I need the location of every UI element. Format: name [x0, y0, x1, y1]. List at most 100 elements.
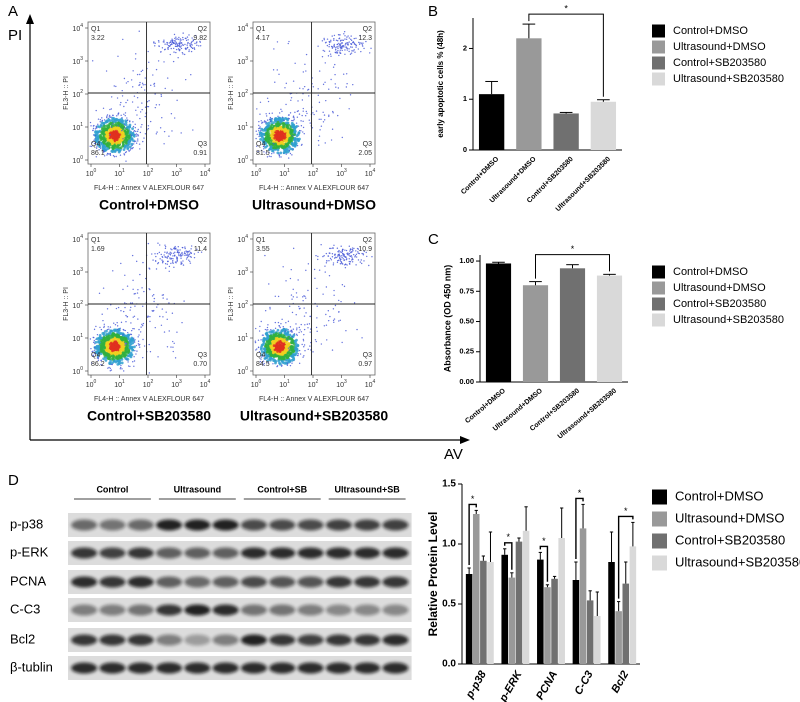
- event-dot: [102, 320, 103, 321]
- event-dot: [266, 115, 267, 116]
- event-dot: [335, 47, 336, 48]
- event-dot: [121, 130, 122, 131]
- bar: [466, 574, 473, 664]
- event-dot: [149, 321, 150, 322]
- event-dot: [325, 62, 326, 63]
- quadrant-value: 3.22: [91, 35, 105, 42]
- event-dot: [291, 298, 292, 299]
- event-dot: [276, 350, 279, 353]
- event-dot: [285, 122, 288, 125]
- event-dot: [127, 100, 128, 101]
- event-dot: [139, 148, 140, 149]
- event-dot: [136, 261, 137, 262]
- event-dot: [285, 322, 286, 323]
- event-dot: [178, 253, 179, 254]
- legend-label: Control+SB203580: [673, 298, 766, 310]
- tick-label: 103: [336, 379, 347, 389]
- event-dot: [148, 267, 149, 268]
- event-dot: [134, 306, 135, 307]
- bar: [608, 562, 615, 664]
- event-dot: [134, 134, 135, 135]
- event-dot: [290, 100, 291, 101]
- event-dot: [297, 145, 298, 146]
- event-dot: [291, 97, 292, 98]
- event-dot: [121, 124, 124, 127]
- event-dot: [335, 87, 336, 88]
- event-dot: [180, 261, 181, 262]
- event-dot: [191, 42, 192, 43]
- event-dot: [172, 341, 173, 342]
- tick-base: 10: [72, 237, 80, 244]
- event-dot: [101, 314, 102, 315]
- event-dot: [194, 49, 195, 50]
- event-dot: [255, 342, 256, 343]
- event-dot: [299, 113, 300, 114]
- event-dot: [336, 51, 337, 52]
- event-dot: [139, 74, 140, 75]
- event-dot: [132, 101, 133, 102]
- event-dot: [305, 312, 306, 313]
- event-dot: [324, 114, 325, 115]
- error-bar: [539, 552, 542, 559]
- blot-band: [156, 577, 182, 588]
- event-dot: [175, 357, 176, 358]
- event-dot: [115, 156, 116, 157]
- event-dot: [127, 332, 128, 333]
- event-dot: [142, 262, 143, 263]
- event-dot: [269, 308, 270, 309]
- event-dot: [266, 345, 269, 348]
- event-dot: [154, 43, 155, 44]
- event-dot: [110, 326, 111, 327]
- event-dot: [170, 40, 171, 41]
- event-dot: [345, 46, 346, 47]
- tick-label: 102: [143, 379, 154, 389]
- bar: [591, 102, 616, 150]
- blot-band: [354, 548, 380, 559]
- bar: [509, 578, 516, 664]
- error-bar: [597, 100, 610, 102]
- event-dot: [275, 322, 276, 323]
- tick-label: 103: [171, 168, 182, 178]
- event-dot: [126, 135, 129, 138]
- legend-swatch: [652, 25, 665, 38]
- event-dot: [290, 153, 291, 154]
- error-bar: [589, 591, 592, 601]
- event-dot: [125, 152, 126, 153]
- event-dot: [320, 119, 321, 120]
- event-dot: [291, 342, 294, 345]
- event-dot: [124, 127, 125, 128]
- event-dot: [353, 42, 354, 43]
- tick-exponent: 1: [80, 122, 83, 128]
- event-dot: [273, 143, 274, 144]
- event-dot: [260, 102, 261, 103]
- event-dot: [349, 261, 350, 262]
- event-dot: [322, 112, 323, 113]
- event-dot: [299, 363, 300, 364]
- event-dot: [280, 323, 281, 324]
- event-dot: [262, 334, 263, 335]
- event-dot: [333, 322, 334, 323]
- panel-label: B: [428, 3, 438, 20]
- event-dot: [109, 134, 110, 135]
- event-dot: [187, 47, 188, 48]
- event-dot: [259, 127, 260, 128]
- blot-band: [382, 635, 408, 646]
- event-dot: [182, 37, 183, 38]
- event-dot: [277, 116, 278, 117]
- event-dot: [138, 345, 139, 346]
- blot-band: [213, 577, 239, 588]
- event-dot: [338, 320, 339, 321]
- event-dot: [346, 73, 347, 74]
- blot-band: [184, 577, 210, 588]
- event-dot: [129, 346, 132, 349]
- event-dot: [316, 110, 317, 111]
- event-dot: [113, 359, 116, 362]
- event-dot: [352, 50, 353, 51]
- plot-title: Control+SB203580: [87, 408, 211, 424]
- event-dot: [108, 336, 111, 339]
- blot-band: [156, 520, 182, 531]
- event-dot: [182, 254, 183, 255]
- error-bar: [560, 508, 563, 538]
- y-axis-label: early apoptotic cells % (48h): [436, 30, 445, 138]
- event-dot: [338, 300, 339, 301]
